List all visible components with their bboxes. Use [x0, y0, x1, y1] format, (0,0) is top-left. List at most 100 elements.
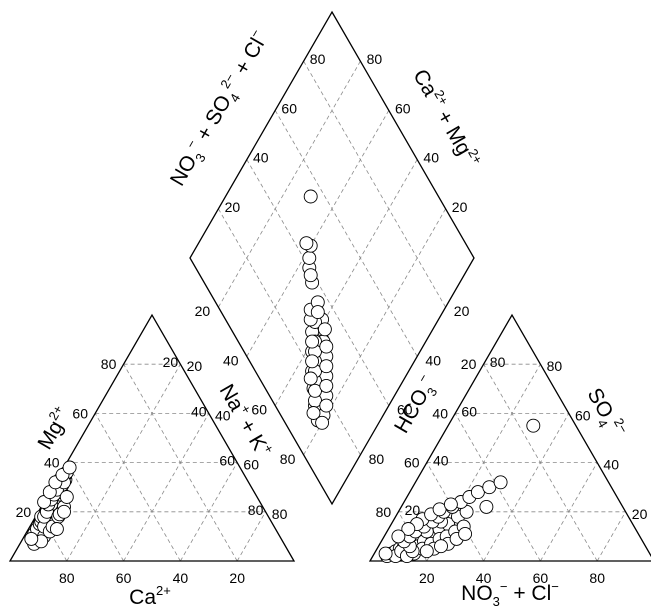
anion-data-point	[458, 526, 473, 541]
no3-cl-tick-label: 60	[461, 403, 477, 419]
diamond-data-point	[299, 236, 314, 251]
anion-data-point	[443, 497, 458, 512]
cation-data-point	[57, 504, 71, 519]
anion-bottom-tick-label: 60	[533, 570, 549, 586]
diamond-lower-right-tick-label: 60	[397, 402, 413, 418]
mg-tick-label: 20	[16, 504, 32, 520]
diamond-data-point	[303, 268, 318, 283]
diamond-data-point	[306, 406, 321, 420]
anion-data-point	[378, 546, 393, 561]
diamond-points	[299, 189, 334, 430]
diamond-grid-line	[246, 110, 390, 357]
diamond-data-point	[315, 415, 330, 430]
anion-sum-axis-label: NO3− + SO42− + Cl−	[163, 26, 276, 192]
diamond-data-point	[317, 322, 332, 337]
diamond-upper-left-tick-label: 80	[310, 51, 326, 67]
diamond-data-point	[303, 371, 318, 386]
anion-bottom-tick-label: 20	[419, 570, 435, 586]
anion-data-point	[493, 475, 508, 490]
cation-grid-line	[66, 462, 124, 562]
cation-sum-axis-label: Ca2+ + Mg2+	[408, 64, 485, 172]
anion-data-point	[526, 418, 541, 433]
diamond-data-point	[319, 339, 334, 354]
diamond-grid-line	[274, 110, 418, 357]
hco3-tick-label: 60	[404, 455, 420, 471]
diamond-data-point	[319, 359, 334, 374]
cation-grid-line	[236, 511, 266, 562]
hco3-tick-label: 20	[461, 356, 477, 372]
diamond-upper-right-tick-label: 80	[367, 51, 383, 67]
anion-grid-line	[483, 364, 598, 562]
anion-bottom-tick-label: 80	[589, 570, 605, 586]
no3-cl-tick-label: 20	[405, 502, 421, 518]
no3-cl-tick-label: 40	[433, 453, 449, 469]
na-k-tick-label: 60	[243, 457, 259, 473]
anion-data-point	[434, 539, 448, 554]
na-k-tick-label: 20	[187, 358, 203, 374]
diamond-upper-right-tick-label: 20	[452, 199, 468, 215]
diamond-field: 80 80 20 20 60 60 40 40 40 40 60 60 20 20 80 80 NO3− + …	[163, 10, 486, 506]
anion-grid-line	[483, 413, 570, 562]
so4-tick-label: 60	[575, 407, 591, 423]
diamond-upper-left-tick-label: 40	[253, 150, 269, 166]
cation-data-point	[59, 490, 74, 504]
diamond-lower-left-tick-label: 40	[223, 352, 239, 368]
na-k-tick-label: 40	[215, 407, 231, 423]
cation-grid-line	[94, 413, 181, 562]
diamond-lower-left-tick-label: 20	[195, 303, 211, 319]
diamond-data-point	[319, 378, 334, 393]
anion-data-point	[479, 499, 494, 514]
diamond-lower-left-tick-label: 80	[280, 451, 296, 467]
anion-triangle-points	[378, 418, 541, 564]
cation-data-point	[49, 522, 64, 536]
diamond-grid-line	[274, 159, 418, 406]
cation-right-tick-label: 40	[191, 403, 207, 419]
diamond-lower-right-tick-label: 20	[454, 303, 470, 319]
diamond-upper-right-tick-label: 40	[423, 150, 439, 166]
cation-grid-line	[123, 413, 210, 562]
diamond-lower-left-tick-label: 60	[251, 402, 267, 418]
hco3-tick-label: 80	[376, 504, 392, 520]
diamond-grid-line	[218, 61, 361, 308]
anion-data-point	[419, 544, 434, 559]
cation-triangle-frame	[8, 313, 296, 562]
cation-right-tick-label: 60	[219, 453, 235, 469]
diamond-data-point	[302, 251, 317, 265]
anion-data-point	[391, 529, 406, 544]
diamond-grid-line	[303, 61, 446, 308]
mg-axis-label: Mg2+	[31, 402, 76, 453]
diamond-data-point	[319, 398, 334, 413]
ca-tick-label: 80	[59, 570, 75, 586]
no3-cl-tick-label: 80	[490, 354, 506, 370]
cation-data-point	[24, 531, 39, 546]
ca-tick-label: 40	[173, 570, 189, 586]
cation-grid-line	[123, 364, 238, 562]
diamond-upper-right-tick-label: 60	[395, 100, 411, 116]
ca-axis-label: Ca2+	[129, 583, 171, 609]
cation-right-tick-label: 80	[248, 502, 264, 518]
mg-tick-label: 60	[72, 405, 88, 421]
diamond-grid-line	[303, 208, 446, 455]
mg-tick-label: 40	[44, 455, 60, 471]
anion-triangle-frame	[368, 313, 651, 562]
diamond-upper-left-tick-label: 20	[225, 199, 241, 215]
cation-triangle-grid	[38, 363, 266, 562]
cation-triangle-ticks: 80 20 20 80 60 40 40 60 40 60 60 40 20 80 80 20	[16, 354, 288, 586]
cation-triangle: 80 20 20 80 60 40 40 60 40 60 60 40 20 80 80 20 Mg2+ Ca…	[8, 313, 296, 609]
diamond-frame	[189, 10, 475, 506]
so4-tick-label: 20	[632, 506, 648, 522]
diamond-upper-left-tick-label: 60	[281, 100, 297, 116]
so4-tick-label: 40	[603, 457, 619, 473]
diamond-data-point	[303, 189, 318, 204]
anion-grid-line	[596, 511, 626, 562]
anion-bottom-tick-label: 40	[476, 570, 492, 586]
diamond-data-point	[305, 354, 320, 369]
hco3-tick-label: 40	[432, 405, 448, 421]
mg-tick-label: 80	[101, 356, 117, 372]
diamond-grid-line	[218, 208, 361, 455]
diamond-lower-right-tick-label: 80	[369, 451, 385, 467]
cation-triangle-points	[24, 460, 77, 551]
diamond-data-point	[305, 334, 320, 349]
